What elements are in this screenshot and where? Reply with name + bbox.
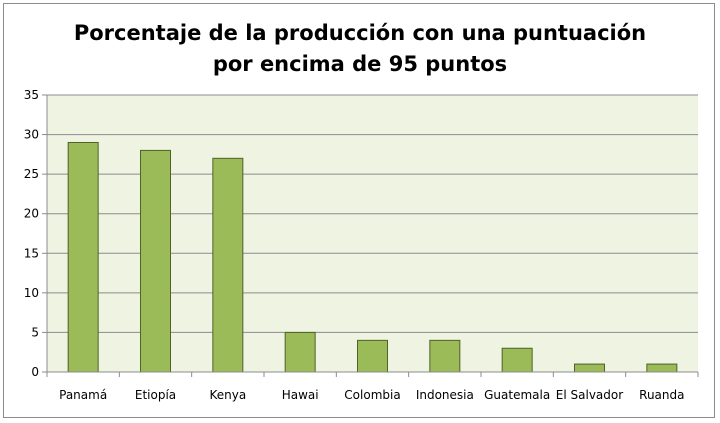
x-category-label: Colombia [344, 388, 400, 402]
y-tick-label: 25 [24, 167, 39, 181]
y-tick-label: 30 [24, 128, 39, 142]
bar-Hawai [284, 331, 316, 373]
bar-El Salvador [574, 363, 605, 373]
chart-title-line-2: por encima de 95 puntos [212, 52, 508, 76]
bar-Indonesia [429, 339, 461, 373]
x-axis-tick-marks [46, 372, 699, 377]
x-category-label: El Salvador [556, 388, 623, 402]
x-axis-category-labels: Panamá Etiopía Kenya Hawai Colombia Indonesia… [59, 388, 684, 402]
bar-Panamá [67, 141, 99, 373]
x-category-label: Etiopía [135, 388, 176, 402]
x-category-label: Indonesia [416, 388, 474, 402]
chart-title: Porcentaje de la producción con una punt… [4, 18, 716, 80]
y-tick-label: 15 [24, 246, 39, 260]
x-category-label: Panamá [59, 388, 107, 402]
bar-Etiopía [140, 149, 171, 373]
bar-Ruanda [646, 363, 678, 373]
bar-Kenya [212, 157, 244, 373]
bar-Guatemala [501, 347, 533, 373]
y-tick-label: 35 [24, 88, 39, 102]
bar-Colombia [357, 339, 388, 373]
y-tick-label: 5 [31, 325, 39, 339]
x-category-label: Ruanda [639, 388, 684, 402]
bars [67, 141, 678, 373]
x-category-label: Hawai [282, 388, 319, 402]
y-axis-tick-labels: 0 5 10 15 20 25 30 35 [24, 88, 39, 379]
y-tick-label: 10 [24, 286, 39, 300]
y-tick-label: 20 [24, 207, 39, 221]
x-category-label: Guatemala [484, 388, 550, 402]
x-category-label: Kenya [209, 388, 246, 402]
y-tick-label: 0 [31, 365, 39, 379]
chart-title-line-1: Porcentaje de la producción con una punt… [73, 21, 647, 45]
